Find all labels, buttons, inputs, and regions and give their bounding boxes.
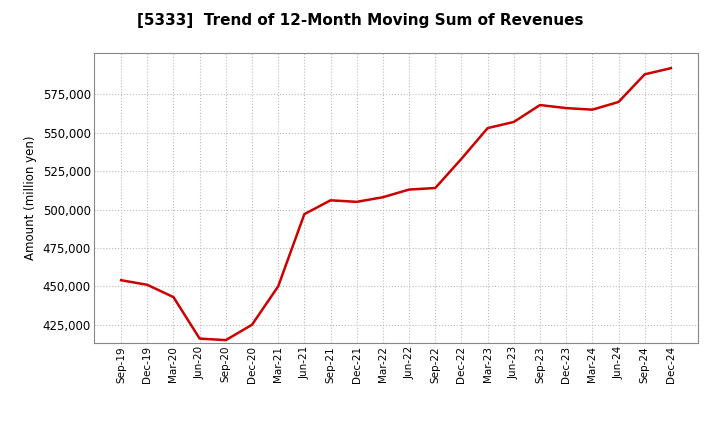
Y-axis label: Amount (million yen): Amount (million yen) [24,136,37,260]
Text: [5333]  Trend of 12-Month Moving Sum of Revenues: [5333] Trend of 12-Month Moving Sum of R… [137,13,583,28]
